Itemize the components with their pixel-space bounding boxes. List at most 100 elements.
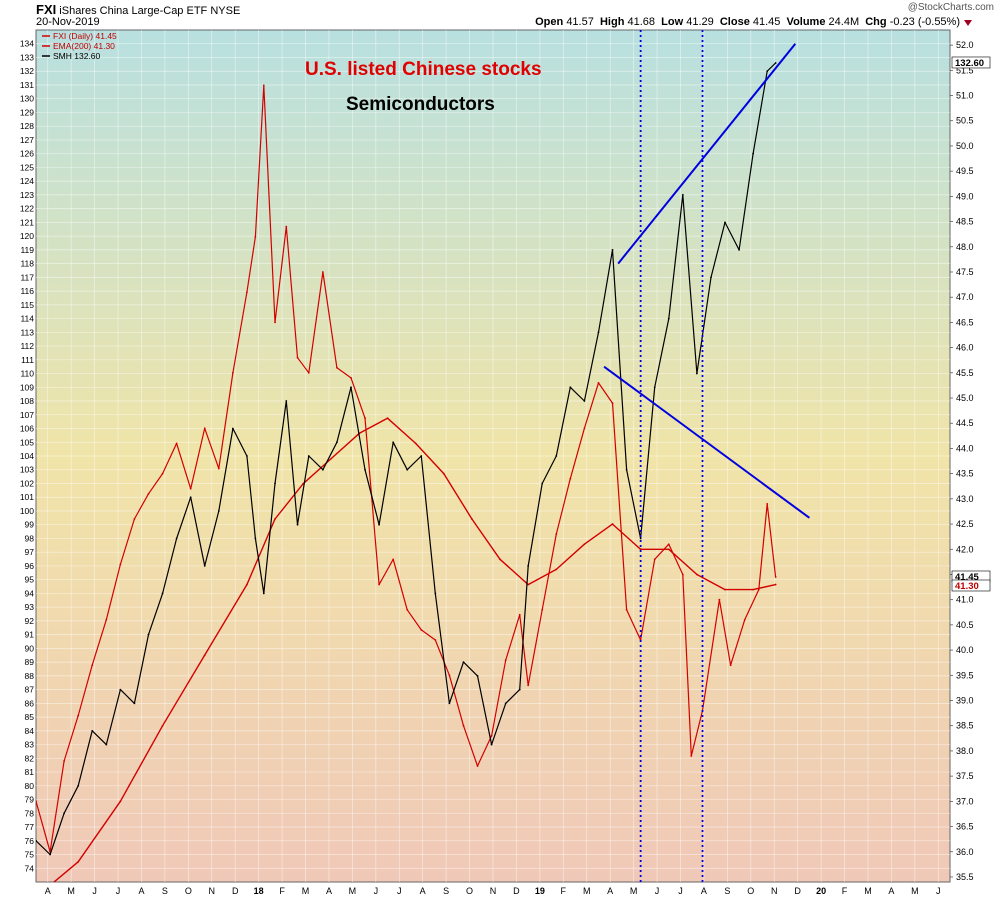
x-tick-label: J [374, 886, 379, 896]
point-smh [392, 441, 395, 444]
point-fxi [743, 618, 746, 621]
point-fxi [133, 518, 136, 520]
point-smh [462, 661, 465, 664]
legend-entry-fxi: FXI (Daily) 41.45 [53, 31, 117, 41]
price-tag-box [951, 56, 991, 69]
point-smh [378, 523, 381, 526]
point-smh [91, 729, 94, 732]
right-tick-label: 45.5 [956, 368, 974, 378]
point-smh [597, 331, 600, 334]
symbol: FXI [36, 2, 57, 17]
etf-name: iShares China Large-Cap ETF [59, 5, 208, 17]
point-ema [611, 523, 614, 525]
right-tick-label: 45.0 [956, 393, 974, 403]
left-tick-label: 77 [25, 822, 35, 832]
point-fxi [175, 442, 178, 445]
point-smh [49, 853, 51, 856]
x-tick-label: F [279, 886, 285, 896]
left-tick-label: 116 [20, 286, 34, 296]
point-ema [667, 548, 670, 551]
annotation-black: Semiconductors [346, 94, 495, 115]
x-tick-label: J [678, 886, 683, 896]
point-smh [695, 372, 698, 375]
x-tick-label: 19 [535, 886, 545, 896]
left-tick-label: 84 [25, 726, 35, 736]
right-tick-label: 50.5 [956, 116, 974, 126]
right-tick-label: 38.0 [956, 746, 974, 756]
point-smh [611, 248, 614, 251]
left-tick-label: 83 [25, 740, 35, 750]
left-tick-label: 74 [25, 863, 35, 873]
point-smh [724, 221, 726, 224]
x-tick-label: O [747, 886, 754, 896]
left-tick-label: 94 [25, 588, 35, 598]
point-fxi [667, 543, 670, 546]
point-fxi [653, 558, 656, 561]
x-tick-label: J [92, 886, 97, 896]
right-tick-label: 51.5 [956, 65, 974, 75]
point-smh [774, 62, 777, 64]
left-tick-label: 82 [25, 753, 35, 763]
point-fxi [364, 417, 366, 420]
left-tick-label: 101 [20, 492, 34, 502]
point-smh [434, 592, 437, 595]
grid [36, 30, 950, 882]
point-fxi [378, 583, 381, 586]
point-fxi [392, 558, 395, 561]
right-tick-label: 49.5 [956, 166, 974, 176]
point-ema [555, 568, 558, 571]
point-ema [583, 543, 586, 546]
price-tag-label: 41.45 [955, 572, 979, 583]
point-ema [724, 588, 726, 591]
left-tick-label: 108 [20, 396, 34, 406]
point-smh [448, 702, 451, 705]
x-tick-label: S [443, 886, 449, 896]
point-fxi [161, 472, 164, 475]
right-tick-label: 40.5 [956, 620, 974, 630]
close-label: Close [719, 16, 750, 28]
left-tick-label: 125 [20, 162, 34, 172]
point-smh [262, 592, 265, 595]
point-fxi [262, 84, 265, 87]
point-fxi [336, 366, 338, 369]
point-fxi [91, 664, 94, 667]
point-fxi [307, 371, 310, 374]
high-value: 41.68 [627, 16, 656, 28]
right-tick-label: 51.0 [956, 91, 974, 101]
point-smh [203, 565, 206, 567]
point-fxi [203, 427, 206, 430]
point-smh [569, 386, 572, 389]
x-tick-label: A [420, 886, 426, 896]
point-smh [490, 743, 493, 746]
right-tick-label: 37.0 [956, 796, 974, 806]
point-ema [203, 654, 206, 657]
left-axis: 74 75 76 77 78 79 80 81 82 83 84 85 86 87 88 89 90 91 92 93… [20, 39, 34, 874]
x-tick-label: A [701, 886, 707, 896]
point-smh [274, 482, 276, 485]
volume-label: Volume [786, 16, 826, 28]
point-fxi [527, 684, 530, 687]
point-fxi [490, 734, 493, 737]
point-fxi [274, 321, 276, 324]
point-smh [738, 248, 740, 251]
point-ema [774, 583, 777, 586]
point-smh [350, 386, 352, 389]
point-smh [639, 537, 642, 540]
right-tick-label: 47.5 [956, 267, 974, 277]
point-fxi [555, 533, 558, 536]
point-ema [471, 518, 473, 520]
left-tick-label: 86 [25, 698, 35, 708]
point-ema [35, 896, 37, 898]
left-tick-label: 122 [20, 204, 34, 214]
x-tick-label: A [326, 886, 332, 896]
x-tick-label: M [911, 886, 919, 896]
left-tick-label: 98 [25, 533, 35, 543]
right-tick-label: 35.5 [956, 872, 974, 882]
right-tick-label: 43.5 [956, 469, 974, 479]
point-fxi [254, 235, 257, 238]
x-tick-label: N [490, 886, 497, 896]
left-tick-label: 104 [20, 451, 34, 461]
left-tick-label: 121 [20, 217, 34, 227]
x-tick-label: D [513, 886, 520, 896]
